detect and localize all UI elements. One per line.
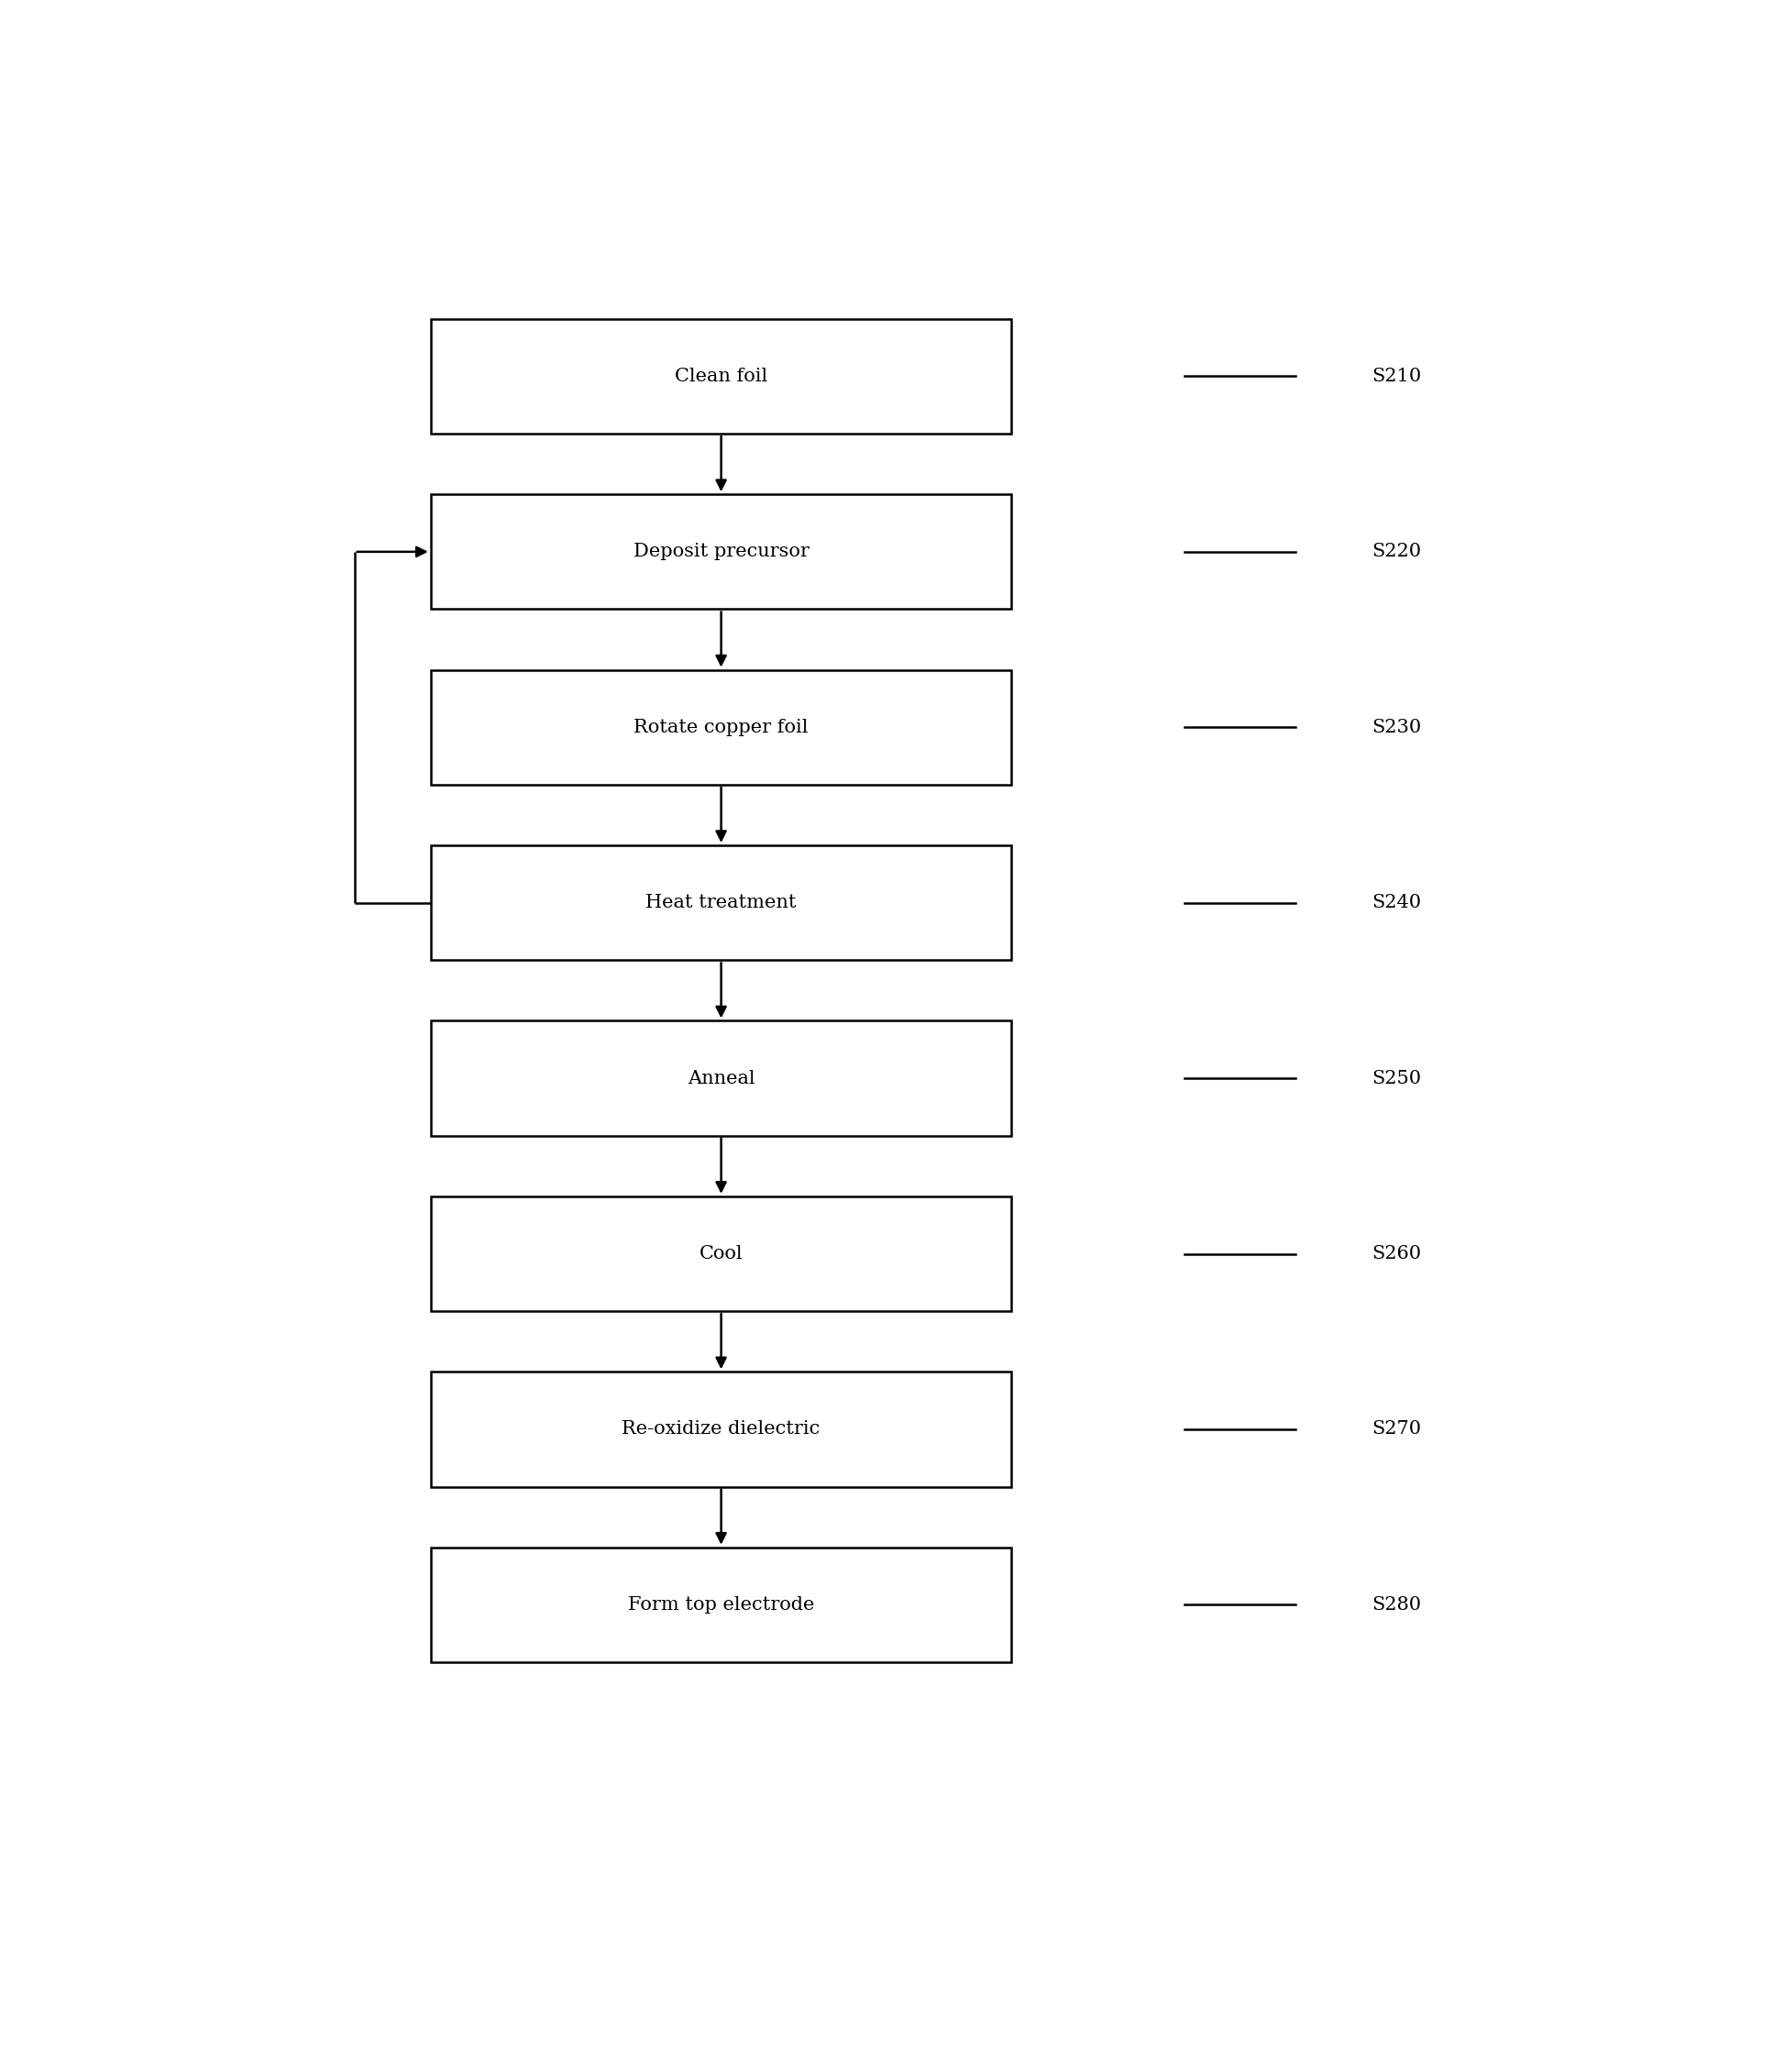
- Text: Deposit precursor: Deposit precursor: [634, 543, 809, 562]
- Text: S210: S210: [1371, 367, 1421, 385]
- Text: Anneal: Anneal: [687, 1069, 755, 1088]
- FancyBboxPatch shape: [430, 669, 1012, 785]
- Text: Re-oxidize dielectric: Re-oxidize dielectric: [621, 1421, 821, 1438]
- Text: S220: S220: [1371, 543, 1421, 562]
- Text: S230: S230: [1371, 719, 1421, 736]
- FancyBboxPatch shape: [430, 1372, 1012, 1488]
- Text: S250: S250: [1371, 1069, 1421, 1088]
- Text: S240: S240: [1371, 893, 1421, 912]
- FancyBboxPatch shape: [430, 1548, 1012, 1662]
- Text: Rotate copper foil: Rotate copper foil: [634, 719, 809, 736]
- Text: Clean foil: Clean foil: [675, 367, 768, 385]
- FancyBboxPatch shape: [430, 1021, 1012, 1135]
- FancyBboxPatch shape: [430, 845, 1012, 959]
- Text: Heat treatment: Heat treatment: [646, 893, 796, 912]
- FancyBboxPatch shape: [430, 495, 1012, 609]
- Text: Form top electrode: Form top electrode: [628, 1595, 814, 1614]
- Text: S260: S260: [1371, 1245, 1421, 1262]
- Text: Cool: Cool: [700, 1245, 743, 1262]
- Text: S280: S280: [1371, 1595, 1421, 1614]
- FancyBboxPatch shape: [430, 1196, 1012, 1312]
- Text: S270: S270: [1371, 1421, 1421, 1438]
- FancyBboxPatch shape: [430, 319, 1012, 433]
